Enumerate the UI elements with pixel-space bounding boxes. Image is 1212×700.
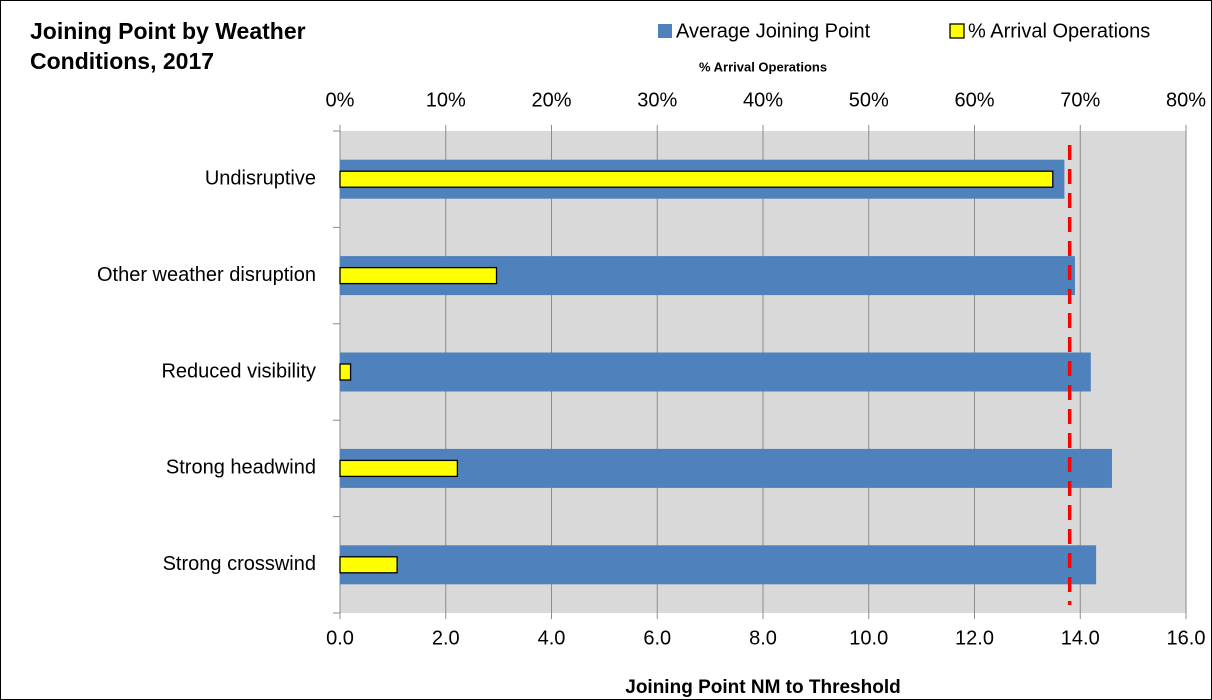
x2-axis-title: % Arrival Operations: [699, 59, 827, 74]
y-tick-label: Undisruptive: [205, 167, 316, 189]
legend-swatch: [658, 24, 672, 38]
x2-tick-label: 20%: [531, 89, 571, 111]
bar: [339, 266, 498, 285]
chart-title: Joining Point by Weather Conditions, 201…: [30, 18, 306, 74]
x-tick-label: 0.0: [326, 627, 354, 649]
x2-tick-label: 80%: [1166, 89, 1206, 111]
x-tick-label: 2.0: [432, 627, 460, 649]
x-tick-label: 8.0: [749, 627, 777, 649]
x-tick-label: 4.0: [538, 627, 566, 649]
x-tick-label: 14.0: [1061, 627, 1100, 649]
x2-tick-label: 60%: [954, 89, 994, 111]
legend-label: Average Joining Point: [676, 20, 871, 42]
legend-swatch: [949, 23, 965, 39]
x2-tick-label: 30%: [637, 89, 677, 111]
x-tick-label: 16.0: [1167, 627, 1206, 649]
bar: [339, 459, 459, 478]
x-axis-title: Joining Point NM to Threshold: [625, 677, 900, 698]
y-tick-label: Reduced visibility: [161, 360, 316, 382]
y-tick-label: Strong crosswind: [163, 553, 316, 575]
x-tick-label: 10.0: [849, 627, 888, 649]
y-tick-label: Other weather disruption: [97, 264, 316, 286]
x-tick-label: 12.0: [955, 627, 994, 649]
x2-tick-label: 50%: [849, 89, 889, 111]
bar: [340, 352, 1091, 392]
bar: [340, 448, 1112, 488]
x-tick-label: 6.0: [643, 627, 671, 649]
bar: [339, 556, 398, 574]
y-tick-label: Strong headwind: [166, 457, 316, 479]
bar: [340, 545, 1097, 585]
x2-tick-label: 70%: [1060, 89, 1100, 111]
x2-tick-label: 40%: [743, 89, 783, 111]
bar: [339, 363, 352, 381]
x2-tick-label: 0%: [326, 89, 355, 111]
legend-label: % Arrival Operations: [968, 20, 1150, 42]
x2-tick-label: 10%: [426, 89, 466, 111]
bar: [339, 170, 1054, 188]
